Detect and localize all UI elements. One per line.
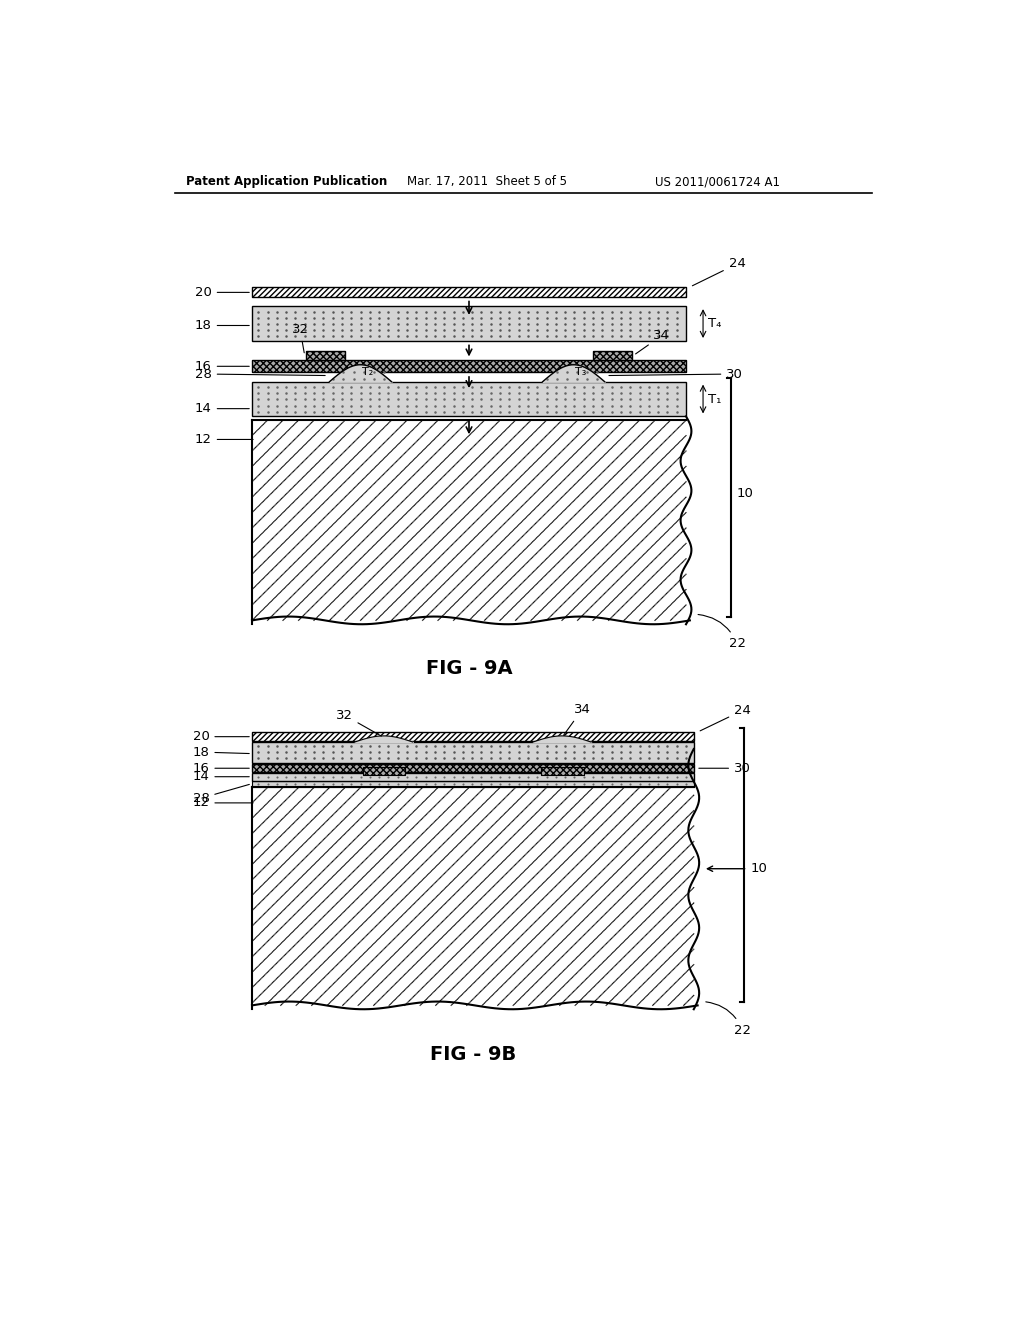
Text: T₄: T₄ [708, 317, 721, 330]
Bar [252, 780, 693, 787]
Text: 16: 16 [193, 762, 249, 775]
Bar [252, 733, 693, 742]
Text: 32: 32 [336, 709, 381, 737]
Bar [306, 351, 345, 360]
Text: 14: 14 [193, 770, 249, 783]
Text: 12: 12 [195, 433, 253, 446]
Text: 14: 14 [195, 403, 249, 416]
Text: 30: 30 [698, 762, 751, 775]
Text: FIG - 9B: FIG - 9B [430, 1045, 516, 1064]
Text: 18: 18 [195, 319, 249, 333]
Bar [362, 767, 406, 775]
Bar [252, 788, 693, 1006]
Text: T₂: T₂ [362, 367, 374, 378]
Bar [252, 742, 693, 763]
Bar [252, 763, 693, 772]
Text: US 2011/0061724 A1: US 2011/0061724 A1 [655, 176, 780, 187]
Text: 24: 24 [692, 257, 745, 285]
Text: 16: 16 [195, 360, 249, 372]
Bar [541, 767, 584, 775]
Text: 34: 34 [563, 704, 591, 735]
Text: 34: 34 [636, 329, 671, 354]
Bar [541, 767, 584, 775]
Bar [593, 351, 632, 360]
Text: 22: 22 [698, 615, 745, 649]
Bar [252, 360, 686, 372]
Bar [362, 767, 406, 775]
Text: T₁: T₁ [708, 392, 721, 405]
Bar [252, 733, 693, 742]
Text: 12: 12 [193, 796, 253, 809]
Text: 32: 32 [292, 323, 308, 352]
Text: 10: 10 [708, 862, 767, 875]
Text: 20: 20 [195, 286, 249, 298]
Bar [252, 286, 686, 297]
Text: FIG - 9A: FIG - 9A [426, 659, 512, 678]
Text: Mar. 17, 2011  Sheet 5 of 5: Mar. 17, 2011 Sheet 5 of 5 [407, 176, 567, 187]
Bar [252, 306, 686, 341]
Bar [252, 286, 686, 297]
Text: 30: 30 [609, 367, 743, 380]
Text: 22: 22 [706, 1002, 751, 1036]
Text: 18: 18 [193, 746, 249, 759]
Text: 20: 20 [193, 730, 249, 743]
Text: 28: 28 [195, 367, 326, 380]
Text: 28: 28 [193, 784, 249, 805]
Bar [306, 351, 345, 360]
Text: Patent Application Publication: Patent Application Publication [186, 176, 387, 187]
Bar [593, 351, 632, 360]
Bar [252, 420, 686, 620]
Text: 24: 24 [700, 704, 751, 731]
Text: 10: 10 [736, 487, 754, 500]
Bar [252, 774, 693, 780]
Text: T₃: T₃ [575, 367, 587, 378]
Bar [252, 763, 693, 772]
Bar [252, 381, 686, 416]
Bar [252, 360, 686, 372]
